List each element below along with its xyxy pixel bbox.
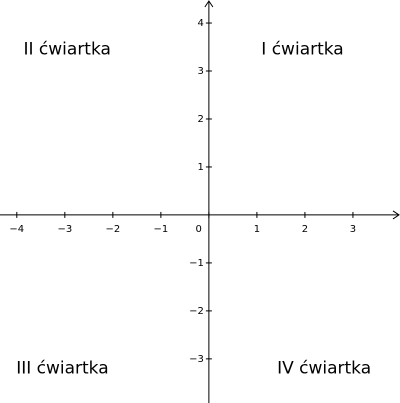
y-axis-arrow [204,0,214,8]
y-tick-label: 3 [198,66,204,77]
y-tick-label: 2 [198,114,204,125]
quadrant-label: II ćwiartka [24,39,111,59]
quadrant-label: I ćwiartka [261,39,343,59]
x-tick-label: 1 [254,224,260,235]
x-axis-arrow [392,210,400,220]
y-tick-label: −1 [189,258,204,269]
quadrant-label: IV ćwiartka [277,358,371,378]
y-tick-label: −3 [189,354,204,365]
x-tick-label: 0 [196,224,202,235]
x-tick-label: 3 [350,224,356,235]
x-tick-label: 2 [302,224,308,235]
x-tick-label: −1 [153,224,168,235]
x-tick-label: −2 [105,224,120,235]
y-tick-label: 4 [198,18,204,29]
y-tick-label: −2 [189,306,204,317]
x-tick-label: −3 [57,224,72,235]
x-tick-label: −4 [9,224,24,235]
y-tick-label: 1 [198,162,204,173]
quadrant-label: III ćwiartka [16,358,108,378]
